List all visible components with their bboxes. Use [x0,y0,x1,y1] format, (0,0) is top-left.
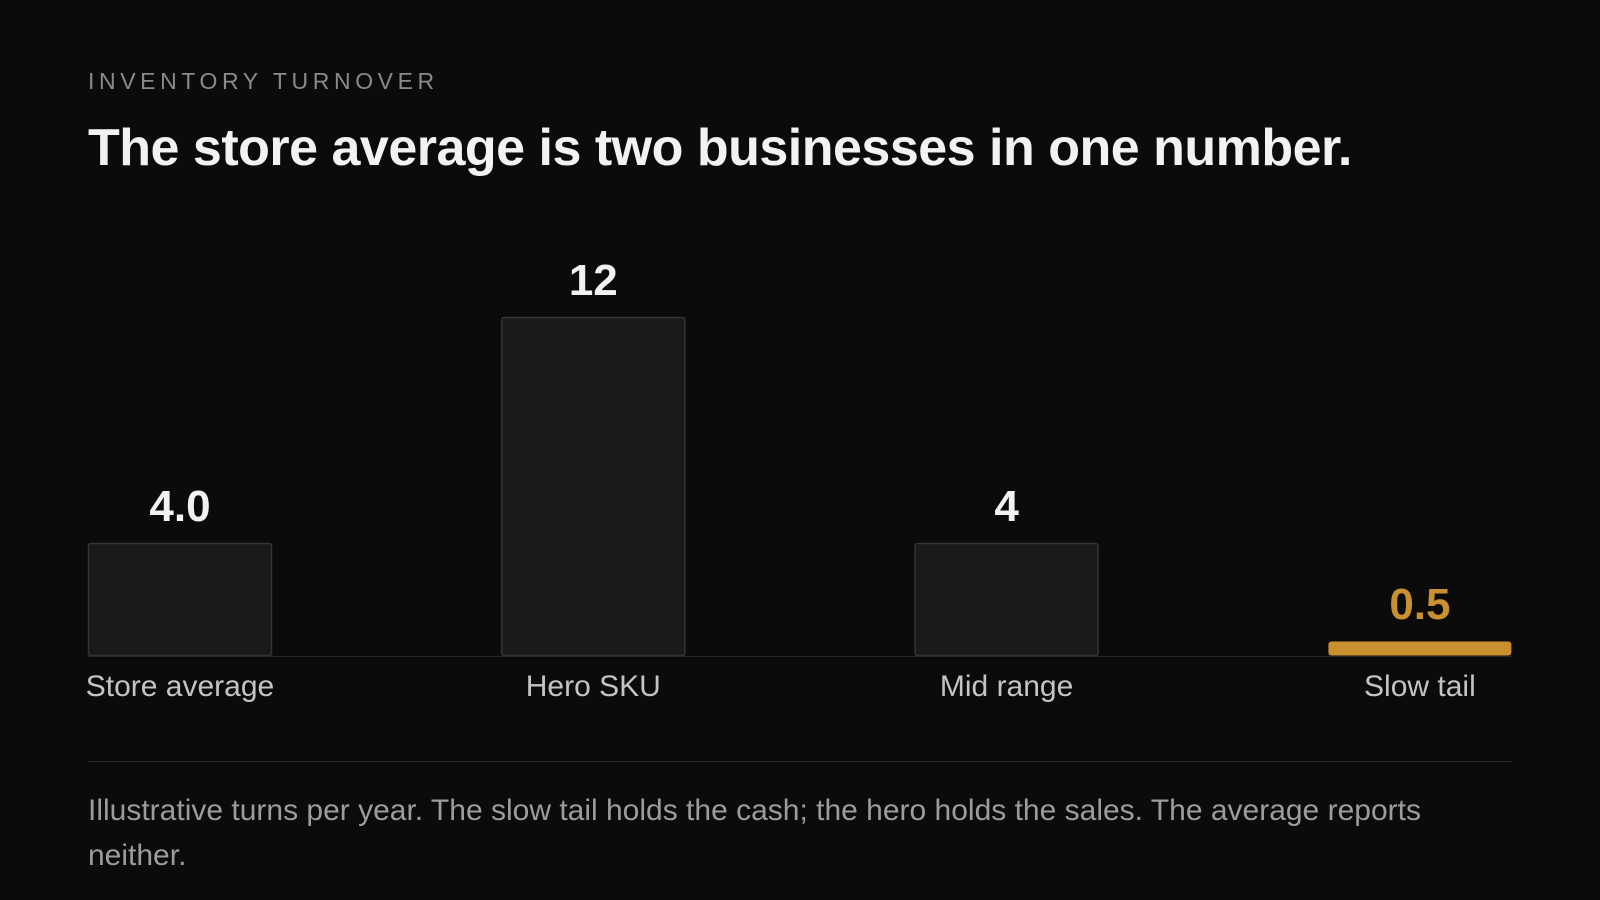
bar-slow-tail [1328,641,1512,656]
category-label: Slow tail [1364,670,1476,703]
bar-mid-range [914,542,1099,657]
chart-eyebrow: INVENTORY TURNOVER [88,68,439,94]
value-label: 0.5 [1389,580,1450,629]
value-label: 4 [994,482,1019,531]
divider [88,761,1512,762]
value-label: 12 [569,256,618,305]
value-label: 4.0 [149,482,210,531]
bar-hero-sku [501,316,686,657]
bar-store-average [87,542,273,657]
chart-title: The store average is two businesses in o… [88,119,1352,177]
chart-caption: Illustrative turns per year. The slow ta… [88,794,1421,872]
category-label: Mid range [940,670,1073,703]
category-label: Store average [86,670,274,703]
category-label: Hero SKU [526,670,661,703]
